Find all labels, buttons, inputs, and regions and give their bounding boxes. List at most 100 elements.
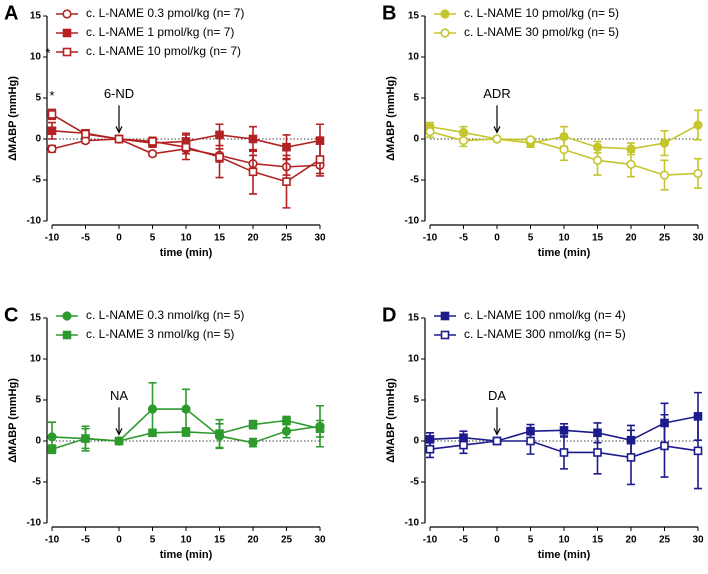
x-tick-label: 0 (116, 535, 122, 546)
marker (492, 134, 502, 144)
legend-label: c. L-NAME 10 pmol/kg (n= 5) (464, 6, 619, 20)
x-tick-label: -10 (45, 535, 60, 546)
arrow-label: DA (488, 388, 506, 403)
marker (693, 120, 703, 130)
marker (693, 168, 703, 179)
marker (215, 152, 224, 162)
marker (440, 28, 450, 38)
y-axis-label: ΔMABP (mmHg) (385, 378, 397, 463)
marker (440, 311, 450, 321)
y-tick-label: 0 (413, 436, 419, 447)
arrow-label: 6-ND (104, 86, 134, 101)
x-tick-label: 30 (692, 535, 704, 546)
y-tick-label: 15 (408, 11, 420, 22)
legend-label: c. L-NAME 100 nmol/kg (n= 4) (464, 308, 626, 322)
x-axis-label: time (min) (160, 549, 213, 561)
x-tick-label: 5 (528, 233, 534, 244)
y-tick-label: -5 (410, 477, 419, 488)
marker (459, 440, 468, 450)
x-tick-label: -5 (459, 233, 468, 244)
x-tick-label: -10 (45, 233, 60, 244)
marker (81, 129, 90, 139)
marker (62, 47, 72, 57)
marker (147, 149, 158, 159)
marker (282, 416, 291, 425)
x-tick-label: 30 (314, 233, 326, 244)
panel: C -10 -5 0 5 10 15 -10 -5 0 5 10 15 20 25 30 time (min) Δ… (4, 304, 326, 561)
marker (440, 9, 450, 19)
marker (693, 446, 703, 456)
marker (315, 155, 325, 164)
x-tick-label: 25 (659, 535, 671, 546)
arrow-head (115, 428, 123, 436)
marker (62, 311, 72, 321)
marker (526, 436, 535, 446)
marker (525, 135, 536, 145)
x-tick-label: 20 (247, 535, 259, 546)
x-tick-label: 25 (659, 233, 671, 244)
legend-label: c. L-NAME 0.3 nmol/kg (n= 5) (86, 308, 244, 322)
arrow-head (493, 126, 501, 134)
y-axis-label: ΔMABP (mmHg) (7, 378, 19, 463)
x-axis-label: time (min) (160, 247, 213, 259)
y-tick-label: 5 (35, 395, 41, 406)
marker (440, 330, 450, 340)
y-tick-label: 5 (35, 93, 41, 104)
marker (181, 427, 191, 437)
x-tick-label: 30 (314, 535, 326, 546)
marker (62, 28, 72, 38)
marker (559, 448, 569, 457)
marker (425, 127, 435, 137)
arrow-label: NA (110, 388, 128, 403)
panel-letter: D (382, 304, 396, 326)
x-tick-label: 5 (150, 535, 156, 546)
y-tick-label: 10 (408, 354, 420, 365)
y-tick-label: 15 (30, 313, 42, 324)
y-tick-label: 5 (413, 93, 419, 104)
x-tick-label: 0 (494, 233, 500, 244)
marker (659, 138, 670, 148)
significance: * (49, 88, 54, 103)
x-tick-label: 0 (494, 535, 500, 546)
marker (593, 448, 602, 457)
y-tick-label: -10 (27, 518, 42, 529)
x-tick-label: 10 (558, 233, 570, 244)
y-tick-label: -10 (27, 216, 42, 227)
marker (315, 424, 325, 434)
legend-significance: * (45, 45, 50, 60)
marker (114, 436, 124, 446)
marker (148, 428, 157, 438)
marker (248, 438, 258, 448)
marker (660, 441, 669, 451)
y-tick-label: 0 (413, 134, 419, 145)
x-tick-label: 0 (116, 233, 122, 244)
x-tick-label: -10 (423, 233, 438, 244)
panel: A -10 -5 0 5 10 15 -10 -5 0 5 10 15 20 25 30 time (min) Δ… (4, 2, 326, 259)
arrow-head (115, 126, 123, 134)
marker (425, 444, 435, 454)
x-axis-label: time (min) (538, 247, 591, 259)
y-axis-label: ΔMABP (mmHg) (385, 76, 397, 161)
legend-label: c. L-NAME 1 pmol/kg (n= 7) (86, 25, 234, 39)
marker (47, 432, 57, 442)
marker (559, 145, 569, 155)
x-tick-label: 5 (528, 535, 534, 546)
x-tick-label: -10 (423, 535, 438, 546)
x-tick-label: 20 (625, 535, 637, 546)
x-tick-label: 10 (180, 535, 192, 546)
marker (458, 136, 469, 146)
y-tick-label: -5 (32, 175, 41, 186)
marker (62, 9, 72, 19)
x-tick-label: 15 (214, 535, 226, 546)
y-tick-label: 15 (408, 313, 420, 324)
marker (47, 144, 57, 154)
marker (181, 142, 191, 152)
marker (282, 142, 291, 152)
panel-letter: B (382, 2, 396, 24)
y-tick-label: 0 (35, 436, 41, 447)
x-tick-label: -5 (81, 233, 90, 244)
x-tick-label: 15 (592, 535, 604, 546)
y-axis-label: ΔMABP (mmHg) (7, 76, 19, 161)
x-tick-label: 30 (692, 233, 704, 244)
